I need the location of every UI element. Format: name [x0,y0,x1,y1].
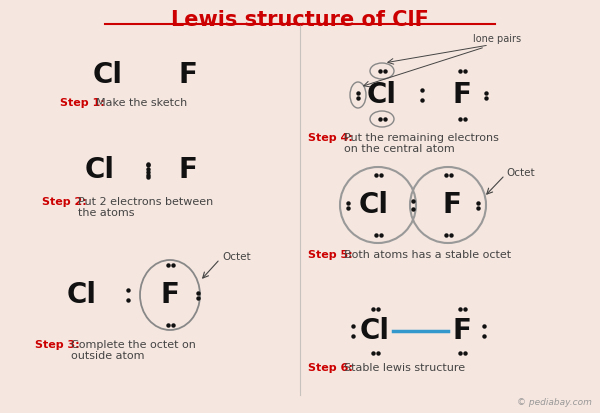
Text: Step 5:: Step 5: [308,250,353,260]
Text: Octet: Octet [506,168,535,178]
Text: F: F [452,81,472,109]
Text: F: F [161,281,179,309]
Text: F: F [443,191,461,219]
Text: Stable lewis structure: Stable lewis structure [344,363,465,373]
Text: Cl: Cl [93,61,123,89]
Text: Cl: Cl [360,317,390,345]
Text: the atoms: the atoms [78,208,134,218]
Text: Step 4:: Step 4: [308,133,353,143]
Text: Cl: Cl [67,281,97,309]
Text: Octet: Octet [222,252,251,262]
Text: Complete the octet on: Complete the octet on [71,340,196,350]
Text: Put 2 electrons between: Put 2 electrons between [78,197,213,207]
Text: outside atom: outside atom [71,351,145,361]
Text: F: F [179,61,197,89]
Text: lone pairs: lone pairs [473,34,521,44]
Text: Cl: Cl [359,191,389,219]
Text: F: F [452,317,472,345]
Text: on the central atom: on the central atom [344,144,455,154]
Text: Make the sketch: Make the sketch [96,98,187,108]
Text: F: F [179,156,197,184]
Text: Cl: Cl [367,81,397,109]
Text: Put the remaining electrons: Put the remaining electrons [344,133,499,143]
Text: Step 3:: Step 3: [35,340,80,350]
Text: Step 6:: Step 6: [308,363,353,373]
Text: Lewis structure of ClF: Lewis structure of ClF [171,10,429,30]
Text: Step 2:: Step 2: [42,197,87,207]
Text: Both atoms has a stable octet: Both atoms has a stable octet [344,250,511,260]
Text: Step 1:: Step 1: [60,98,105,108]
Text: Cl: Cl [85,156,115,184]
Text: © pediabay.com: © pediabay.com [517,398,592,407]
